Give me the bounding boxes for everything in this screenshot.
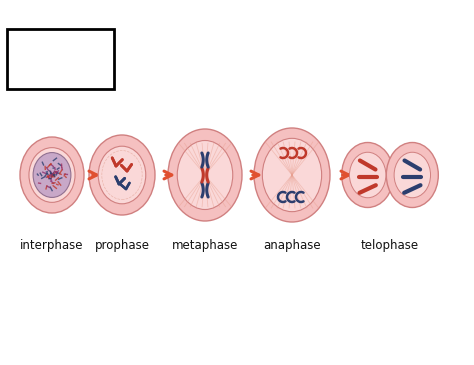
Text: anaphase: anaphase [263,238,321,251]
Text: Mitosis: Mitosis [22,49,100,69]
Ellipse shape [386,142,438,207]
Ellipse shape [394,152,430,198]
Ellipse shape [342,142,394,207]
Text: interphase: interphase [20,238,84,251]
Ellipse shape [89,135,155,215]
FancyBboxPatch shape [7,29,114,89]
Ellipse shape [168,129,242,221]
Text: metaphase: metaphase [172,238,238,251]
Ellipse shape [263,138,322,212]
Ellipse shape [20,137,84,213]
Text: telophase: telophase [361,238,419,251]
Text: prophase: prophase [94,238,149,251]
Ellipse shape [349,152,386,198]
Ellipse shape [177,141,233,210]
Ellipse shape [29,147,75,202]
Ellipse shape [33,153,71,197]
Ellipse shape [254,128,330,222]
Ellipse shape [102,150,142,200]
Ellipse shape [98,146,146,204]
